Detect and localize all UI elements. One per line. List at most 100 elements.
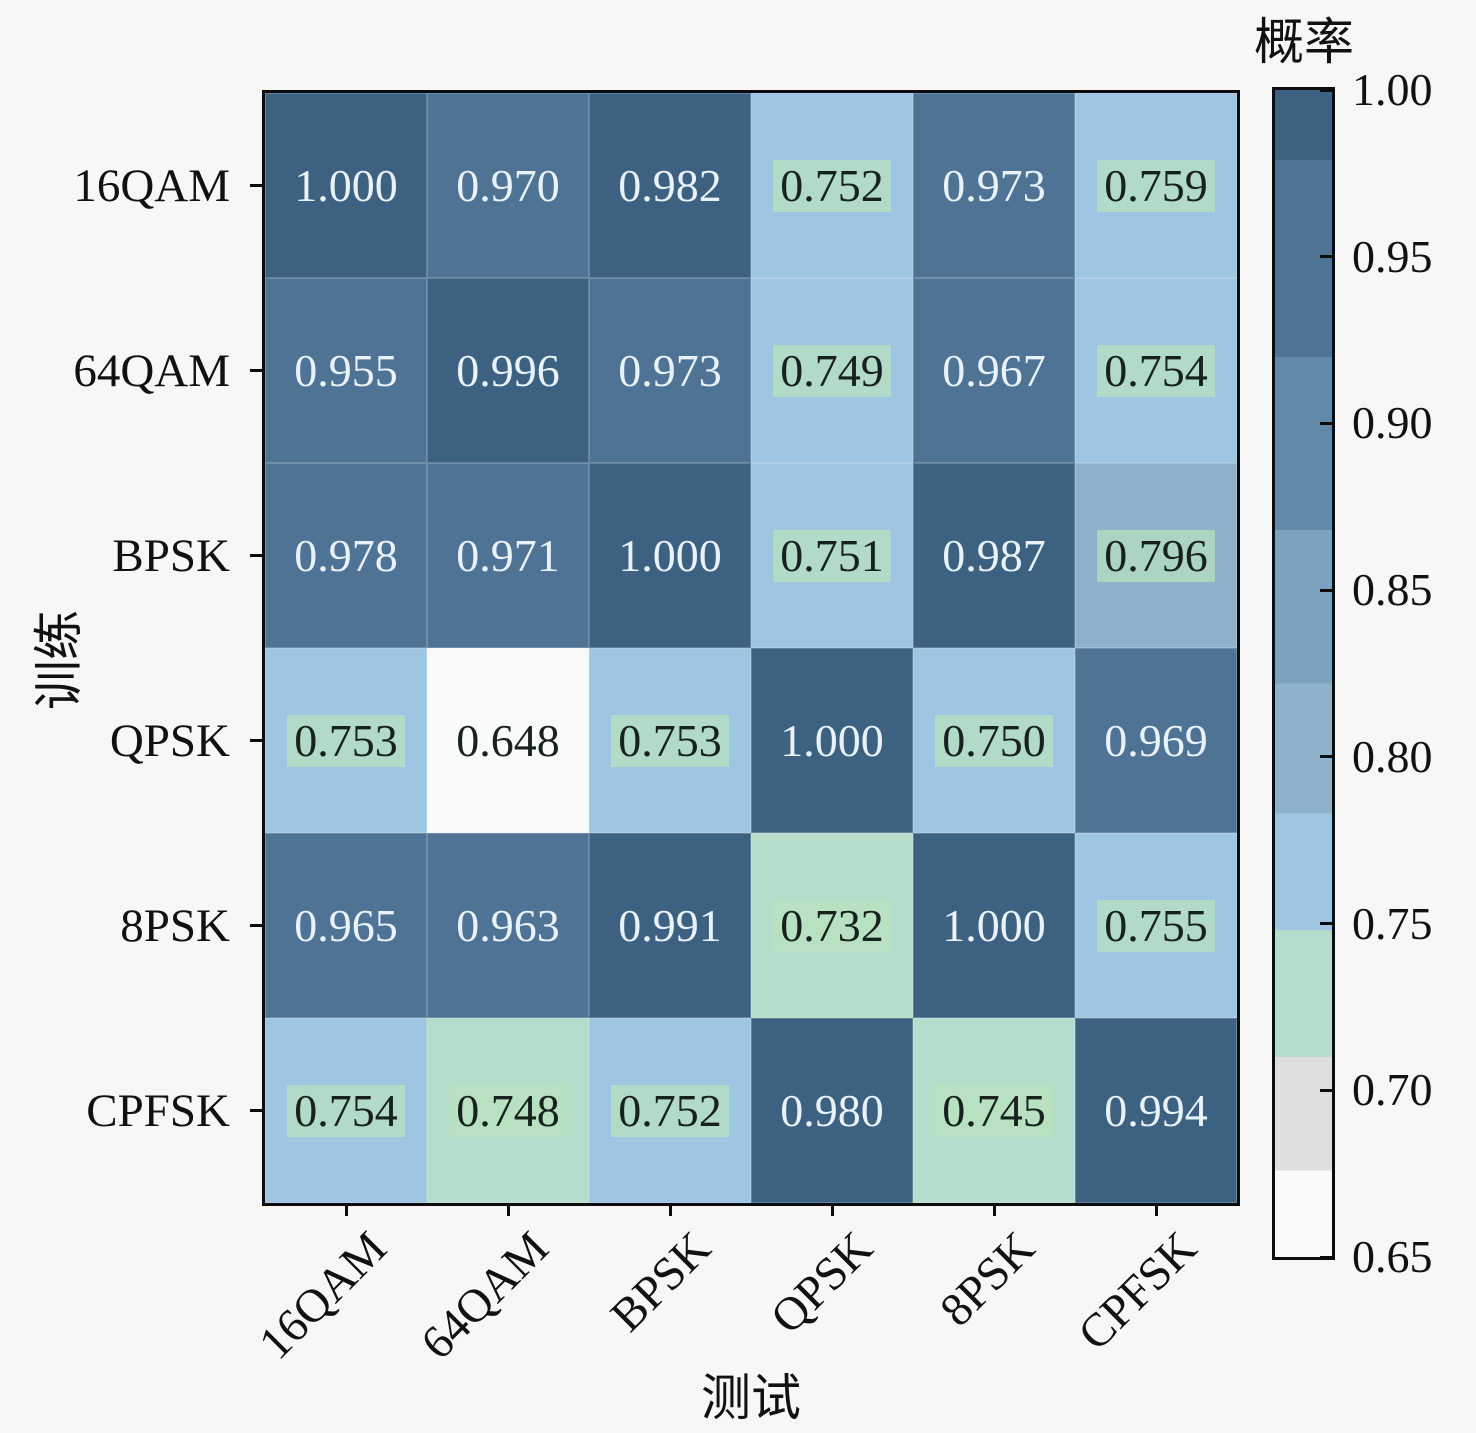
cell-value: 0.748	[449, 1084, 567, 1137]
x-tick	[506, 1203, 510, 1216]
heatmap-cell: 1.000	[265, 93, 427, 278]
heatmap-cell: 0.973	[589, 278, 751, 463]
colorbar-tick	[1320, 588, 1335, 592]
cell-value: 1.000	[780, 714, 884, 766]
colorbar-tick	[1320, 1255, 1335, 1259]
heatmap-cell: 0.978	[265, 463, 427, 648]
heatmap-cell: 0.759	[1075, 93, 1237, 278]
y-tick	[250, 369, 263, 372]
cell-value: 0.973	[618, 344, 722, 396]
heatmap-cell: 0.991	[589, 833, 751, 1018]
heatmap-cell: 0.980	[751, 1018, 913, 1203]
heatmap-cell: 0.996	[427, 278, 589, 463]
heatmap-cell: 0.971	[427, 463, 589, 648]
cell-value: 0.796	[1097, 529, 1215, 582]
x-axis-label: 测试	[701, 1370, 801, 1426]
heatmap-cell: 0.965	[265, 833, 427, 1018]
heatmap-plot-area: 1.000 0.970 0.982 0.752 0.973 0.759 0.955 0.996…	[262, 90, 1240, 1206]
colorbar-tick-label: 0.80	[1352, 730, 1433, 782]
cell-value: 0.732	[773, 899, 891, 952]
cell-value: 0.973	[942, 159, 1046, 211]
heatmap-cell: 0.753	[265, 648, 427, 833]
cell-value: 0.969	[1104, 714, 1208, 766]
heatmap-cell: 0.752	[589, 1018, 751, 1203]
heatmap-cell: 0.955	[265, 278, 427, 463]
y-tick-label: 8PSK	[120, 899, 230, 952]
heatmap-cell: 0.994	[1075, 1018, 1237, 1203]
cell-value: 0.982	[618, 159, 722, 211]
colorbar-tick-label: 0.85	[1352, 564, 1433, 616]
x-tick	[344, 1203, 348, 1216]
cell-value: 0.965	[294, 899, 398, 951]
heatmap-cell: 0.748	[427, 1018, 589, 1203]
heatmap-cell: 0.754	[265, 1018, 427, 1203]
heatmap-cell: 0.973	[913, 93, 1075, 278]
heatmap-cell: 0.967	[913, 278, 1075, 463]
y-axis-label: 训练	[31, 610, 87, 710]
colorbar-title: 概率	[1254, 14, 1354, 70]
cell-value: 0.648	[456, 714, 560, 766]
heatmap-cell: 0.987	[913, 463, 1075, 648]
heatmap-cell: 0.732	[751, 833, 913, 1018]
cell-value: 0.971	[456, 529, 560, 581]
heatmap-cell: 0.752	[751, 93, 913, 278]
cell-value: 1.000	[942, 899, 1046, 951]
colorbar-tick	[1320, 922, 1335, 926]
x-tick	[992, 1203, 996, 1216]
cell-value: 0.955	[294, 344, 398, 396]
heatmap-cell: 1.000	[589, 463, 751, 648]
cell-value: 0.996	[456, 344, 560, 396]
heatmap-cell: 0.749	[751, 278, 913, 463]
heatmap-cell: 0.963	[427, 833, 589, 1018]
cell-value: 1.000	[618, 529, 722, 581]
y-tick	[250, 739, 263, 742]
colorbar-tick	[1320, 88, 1335, 92]
cell-value: 0.755	[1097, 899, 1215, 952]
heatmap-cell: 0.745	[913, 1018, 1075, 1203]
cell-value: 0.987	[942, 529, 1046, 581]
cell-value: 0.752	[773, 159, 891, 212]
x-tick	[1154, 1203, 1158, 1216]
colorbar-tick-label: 0.70	[1352, 1064, 1433, 1116]
heatmap-cell: 0.970	[427, 93, 589, 278]
y-tick	[250, 554, 263, 557]
cell-value: 0.745	[935, 1084, 1053, 1137]
heatmap-cell: 0.755	[1075, 833, 1237, 1018]
cell-value: 0.754	[1097, 344, 1215, 397]
heatmap-cell: 0.969	[1075, 648, 1237, 833]
cell-value: 0.970	[456, 159, 560, 211]
colorbar-tick	[1320, 421, 1335, 425]
y-tick-label: 64QAM	[73, 344, 230, 397]
colorbar-tick-label: 0.90	[1352, 397, 1433, 449]
x-tick	[830, 1203, 834, 1216]
cell-value: 0.751	[773, 529, 891, 582]
cell-value: 0.753	[287, 714, 405, 767]
cell-value: 0.963	[456, 899, 560, 951]
y-tick	[250, 184, 263, 187]
heatmap-cell: 0.751	[751, 463, 913, 648]
y-tick-label: 16QAM	[73, 159, 230, 212]
heatmap-cell: 0.796	[1075, 463, 1237, 648]
cell-value: 0.991	[618, 899, 722, 951]
colorbar-tick-label: 0.75	[1352, 897, 1433, 949]
x-tick	[668, 1203, 672, 1216]
cell-value: 0.750	[935, 714, 1053, 767]
y-tick-label: QPSK	[109, 714, 230, 767]
heatmap-cell: 1.000	[913, 833, 1075, 1018]
colorbar-tick	[1320, 1088, 1335, 1092]
cell-value: 0.980	[780, 1084, 884, 1136]
colorbar-tick	[1320, 255, 1335, 259]
heatmap-cell: 0.982	[589, 93, 751, 278]
cell-value: 0.752	[611, 1084, 729, 1137]
y-tick	[250, 1109, 263, 1112]
colorbar-tick-label: 0.95	[1352, 230, 1433, 282]
colorbar-tick-label: 0.65	[1352, 1231, 1433, 1282]
heatmap-cell: 0.753	[589, 648, 751, 833]
cell-value: 0.978	[294, 529, 398, 581]
heatmap-cell: 0.648	[427, 648, 589, 833]
cell-value: 0.753	[611, 714, 729, 767]
cell-value: 0.967	[942, 344, 1046, 396]
y-tick-label: BPSK	[112, 529, 230, 582]
cell-value: 0.754	[287, 1084, 405, 1137]
